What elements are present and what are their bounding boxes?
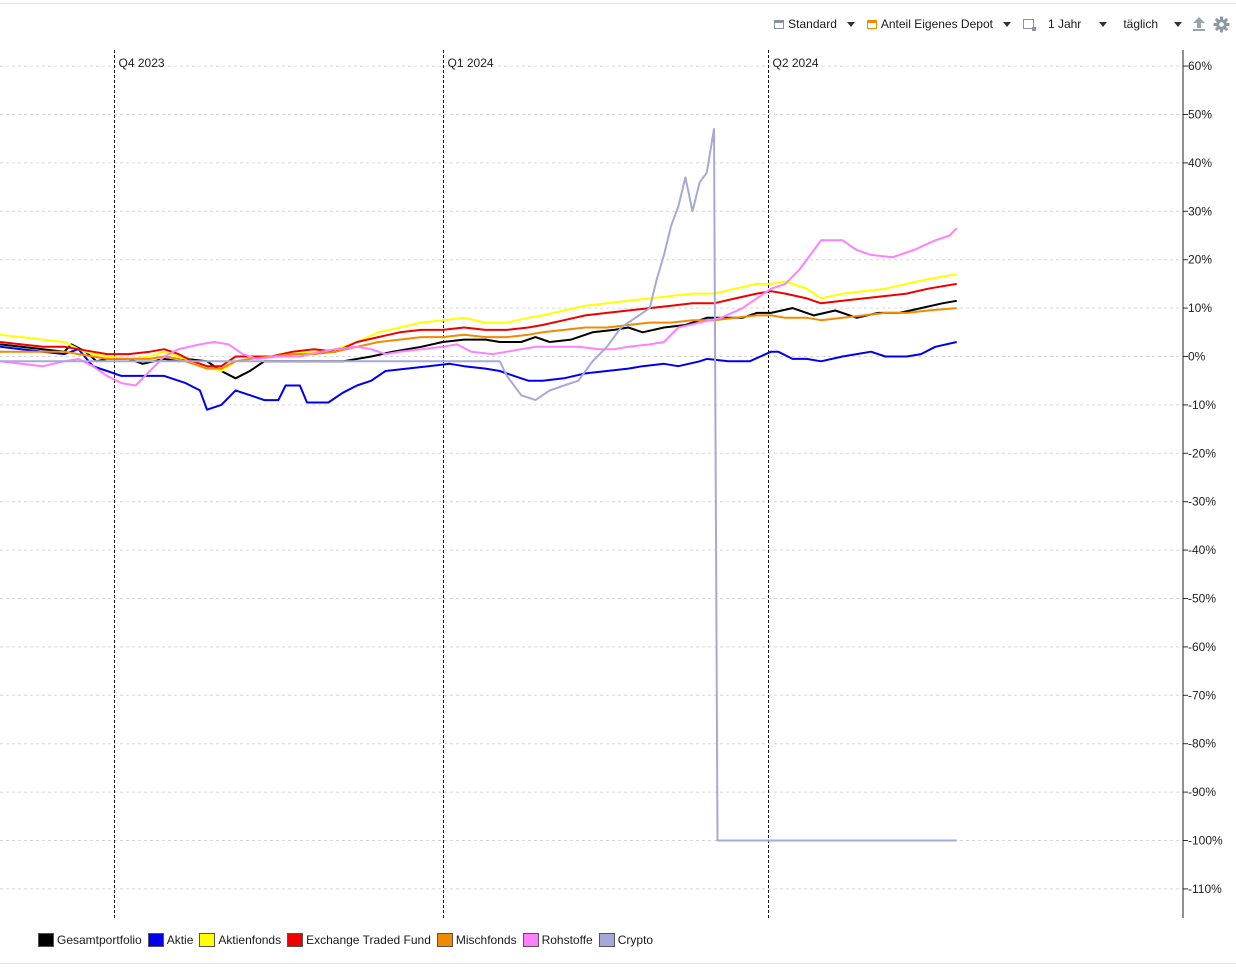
chevron-down-icon — [1174, 21, 1182, 27]
quarter-label: Q1 2024 — [448, 56, 494, 70]
y-tick-label: -70% — [1188, 688, 1216, 702]
depot-icon — [866, 19, 877, 29]
legend-swatch — [199, 933, 216, 947]
period-select[interactable]: 1 Jahr — [1019, 13, 1111, 35]
settings-button[interactable] — [1212, 14, 1230, 34]
legend-item-exchange-traded-fund[interactable]: Exchange Traded Fund — [287, 933, 431, 947]
y-tick-label: 20% — [1188, 253, 1212, 267]
chart-toolbar: Standard Anteil Eigenes Depot 1 Jahr täg… — [770, 12, 1230, 36]
metric-select[interactable]: Anteil Eigenes Depot — [863, 13, 1015, 35]
legend-swatch — [287, 933, 304, 947]
legend-item-mischfonds[interactable]: Mischfonds — [436, 933, 517, 947]
y-tick-label: -50% — [1188, 592, 1216, 606]
legend-item-aktie[interactable]: Aktie — [147, 933, 194, 947]
series-line-gesamtportfolio — [0, 299, 957, 380]
y-tick-label: -30% — [1188, 495, 1216, 509]
legend-item-crypto[interactable]: Crypto — [598, 933, 654, 947]
series-line-crypto — [0, 128, 957, 842]
y-tick-label: -10% — [1188, 398, 1216, 412]
performance-chart[interactable]: 60% 50% 40% 30% 20% 10% 0% -10% -20% -30% -40% -50%… — [0, 0, 1236, 925]
quarter-label: Q2 2024 — [773, 56, 819, 70]
y-tick-label: 0% — [1188, 350, 1206, 364]
legend-swatch — [38, 933, 54, 947]
chevron-down-icon — [1002, 21, 1011, 27]
legend-swatch — [436, 933, 453, 947]
y-tick-label: -60% — [1188, 640, 1216, 654]
view-icon — [774, 19, 785, 29]
legend-swatch — [598, 933, 615, 947]
y-tick-label: -80% — [1188, 737, 1216, 751]
calendar-icon — [1022, 19, 1036, 31]
legend-label: Aktie — [166, 933, 194, 947]
legend-item-aktienfonds[interactable]: Aktienfonds — [199, 933, 281, 947]
quarter-label: Q4 2023 — [119, 56, 165, 70]
legend-item-gesamtportfolio[interactable]: Gesamtportfolio — [38, 933, 142, 947]
upload-icon — [1193, 17, 1205, 31]
y-tick-label: -40% — [1188, 543, 1216, 557]
series-line-exchange-traded-fund — [0, 282, 957, 368]
legend-swatch — [147, 933, 164, 947]
series-line-aktienfonds — [0, 273, 957, 372]
legend-item-rohstoffe[interactable]: Rohstoffe — [522, 933, 593, 947]
view-select[interactable]: Standard — [770, 13, 859, 35]
metric-select-label: Anteil Eigenes Depot — [880, 17, 993, 31]
legend-label: Crypto — [617, 933, 654, 947]
legend-label: Rohstoffe — [541, 933, 593, 947]
chevron-down-icon — [846, 21, 855, 27]
legend-label: Exchange Traded Fund — [306, 933, 431, 947]
legend-label: Mischfonds — [455, 933, 517, 947]
y-tick-label: -110% — [1188, 882, 1222, 896]
legend-label: Gesamtportfolio — [57, 933, 142, 947]
interval-select-label: täglich — [1123, 17, 1158, 31]
legend-label: Aktienfonds — [218, 933, 282, 947]
y-tick-label: 30% — [1188, 204, 1212, 218]
chart-legend: Gesamtportfolio Aktie Aktienfonds Exchange … — [38, 933, 659, 947]
export-button[interactable] — [1190, 14, 1208, 34]
top-divider — [0, 3, 1236, 4]
series-line-mischfonds — [0, 307, 957, 370]
chevron-down-icon — [1099, 21, 1108, 27]
view-select-label: Standard — [788, 17, 837, 31]
interval-select[interactable]: täglich — [1115, 13, 1186, 35]
y-tick-label: -100% — [1188, 834, 1223, 848]
bottom-divider — [0, 963, 1236, 964]
series-line-aktie — [0, 341, 957, 411]
y-tick-label: -90% — [1188, 785, 1216, 799]
y-tick-label: 60% — [1188, 59, 1212, 73]
y-tick-label: -20% — [1188, 446, 1216, 460]
y-tick-label: 40% — [1188, 156, 1212, 170]
y-tick-label: 10% — [1188, 301, 1212, 315]
period-select-label: 1 Jahr — [1047, 17, 1082, 31]
series-line-rohstoffe — [0, 227, 958, 387]
legend-swatch — [522, 933, 539, 947]
gear-icon — [1213, 16, 1229, 32]
y-tick-label: 50% — [1188, 108, 1212, 122]
